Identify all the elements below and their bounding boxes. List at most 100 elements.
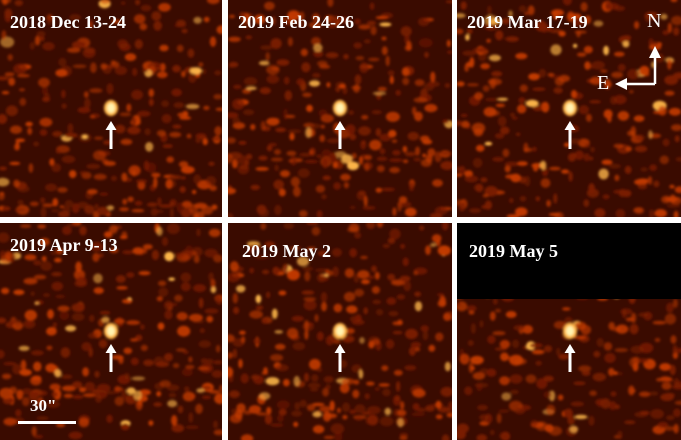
noise-speck xyxy=(435,332,444,342)
noise-speck xyxy=(376,165,385,173)
noise-speck xyxy=(634,21,640,30)
noise-speck xyxy=(379,133,392,142)
noise-speck xyxy=(596,337,604,347)
noise-speck xyxy=(172,65,181,73)
noise-speck xyxy=(556,347,561,356)
noise-speck xyxy=(444,361,451,372)
noise-speck xyxy=(316,367,323,372)
noise-speck xyxy=(430,71,436,83)
noise-speck xyxy=(304,160,319,164)
noise-speck xyxy=(366,223,376,229)
noise-speck xyxy=(309,150,314,155)
noise-speck xyxy=(624,165,632,174)
noise-speck xyxy=(189,204,198,214)
noise-speck xyxy=(180,272,192,283)
noise-speck xyxy=(375,187,382,193)
noise-speck xyxy=(93,150,106,161)
noise-speck xyxy=(336,407,341,414)
noise-speck xyxy=(359,62,369,74)
noise-speck xyxy=(659,363,672,371)
panel-date-label: 2018 Dec 13-24 xyxy=(10,12,126,32)
noise-speck xyxy=(349,206,356,209)
noise-speck xyxy=(504,165,511,173)
noise-speck xyxy=(123,347,133,354)
noise-speck xyxy=(121,299,133,304)
noise-speck xyxy=(111,19,122,24)
noise-speck xyxy=(647,176,653,185)
noise-speck xyxy=(113,318,125,324)
noise-speck xyxy=(18,345,30,351)
noise-speck xyxy=(440,151,452,156)
noise-speck xyxy=(216,300,222,305)
noise-speck xyxy=(275,127,287,133)
noise-speck xyxy=(228,187,236,195)
noise-speck xyxy=(131,89,144,100)
noise-speck xyxy=(538,68,547,78)
noise-speck xyxy=(609,401,617,411)
noise-speck xyxy=(389,228,401,240)
noise-speck xyxy=(228,212,234,217)
noise-speck xyxy=(461,120,470,128)
noise-speck xyxy=(55,295,66,298)
noise-speck xyxy=(211,137,222,141)
noise-speck xyxy=(412,403,420,411)
noise-speck xyxy=(361,411,372,416)
noise-speck xyxy=(442,223,449,231)
noise-speck xyxy=(343,182,349,189)
noise-speck xyxy=(422,139,433,145)
noise-speck xyxy=(622,41,630,48)
noise-speck xyxy=(138,389,151,396)
noise-speck xyxy=(197,366,210,371)
noise-speck xyxy=(400,243,405,249)
noise-speck xyxy=(379,22,392,27)
noise-speck xyxy=(457,28,464,35)
noise-speck xyxy=(333,182,341,190)
noise-speck xyxy=(354,74,362,85)
noise-speck xyxy=(68,431,83,440)
noise-speck xyxy=(346,305,358,314)
noise-speck xyxy=(14,0,23,6)
noise-speck xyxy=(352,389,360,399)
noise-speck xyxy=(91,389,102,394)
noise-speck xyxy=(255,166,269,171)
noise-speck xyxy=(550,44,562,56)
noise-speck xyxy=(349,409,357,415)
noise-speck xyxy=(231,408,237,414)
noise-speck xyxy=(185,425,199,429)
noise-speck xyxy=(519,195,527,202)
noise-speck xyxy=(457,13,466,19)
noise-speck xyxy=(320,292,328,303)
noise-speck xyxy=(94,136,104,140)
noise-speck xyxy=(486,38,491,43)
noise-speck xyxy=(193,284,207,293)
noise-field xyxy=(228,223,452,440)
source-blob xyxy=(336,326,344,336)
noise-speck xyxy=(57,305,70,312)
noise-speck xyxy=(264,241,275,248)
noise-speck xyxy=(204,308,219,314)
noise-speck xyxy=(495,30,504,41)
noise-speck xyxy=(121,231,128,239)
noise-speck xyxy=(280,170,290,178)
noise-speck xyxy=(165,179,173,189)
noise-speck xyxy=(358,126,371,136)
noise-speck xyxy=(193,174,202,185)
source-blob xyxy=(107,103,115,113)
noise-speck xyxy=(109,248,119,254)
noise-speck xyxy=(274,149,281,155)
noise-speck xyxy=(457,166,462,172)
noise-speck xyxy=(314,314,319,322)
noise-speck xyxy=(590,76,602,85)
noise-speck xyxy=(424,51,429,59)
noise-speck xyxy=(40,261,53,271)
noise-speck xyxy=(273,179,284,190)
noise-speck xyxy=(130,357,139,366)
noise-speck xyxy=(7,54,13,61)
noise-speck xyxy=(199,328,205,334)
noise-speck xyxy=(518,97,526,104)
noise-speck xyxy=(72,64,87,69)
noise-speck xyxy=(532,105,543,111)
noise-speck xyxy=(510,112,515,117)
noise-speck xyxy=(429,212,443,217)
noise-speck xyxy=(388,310,399,317)
